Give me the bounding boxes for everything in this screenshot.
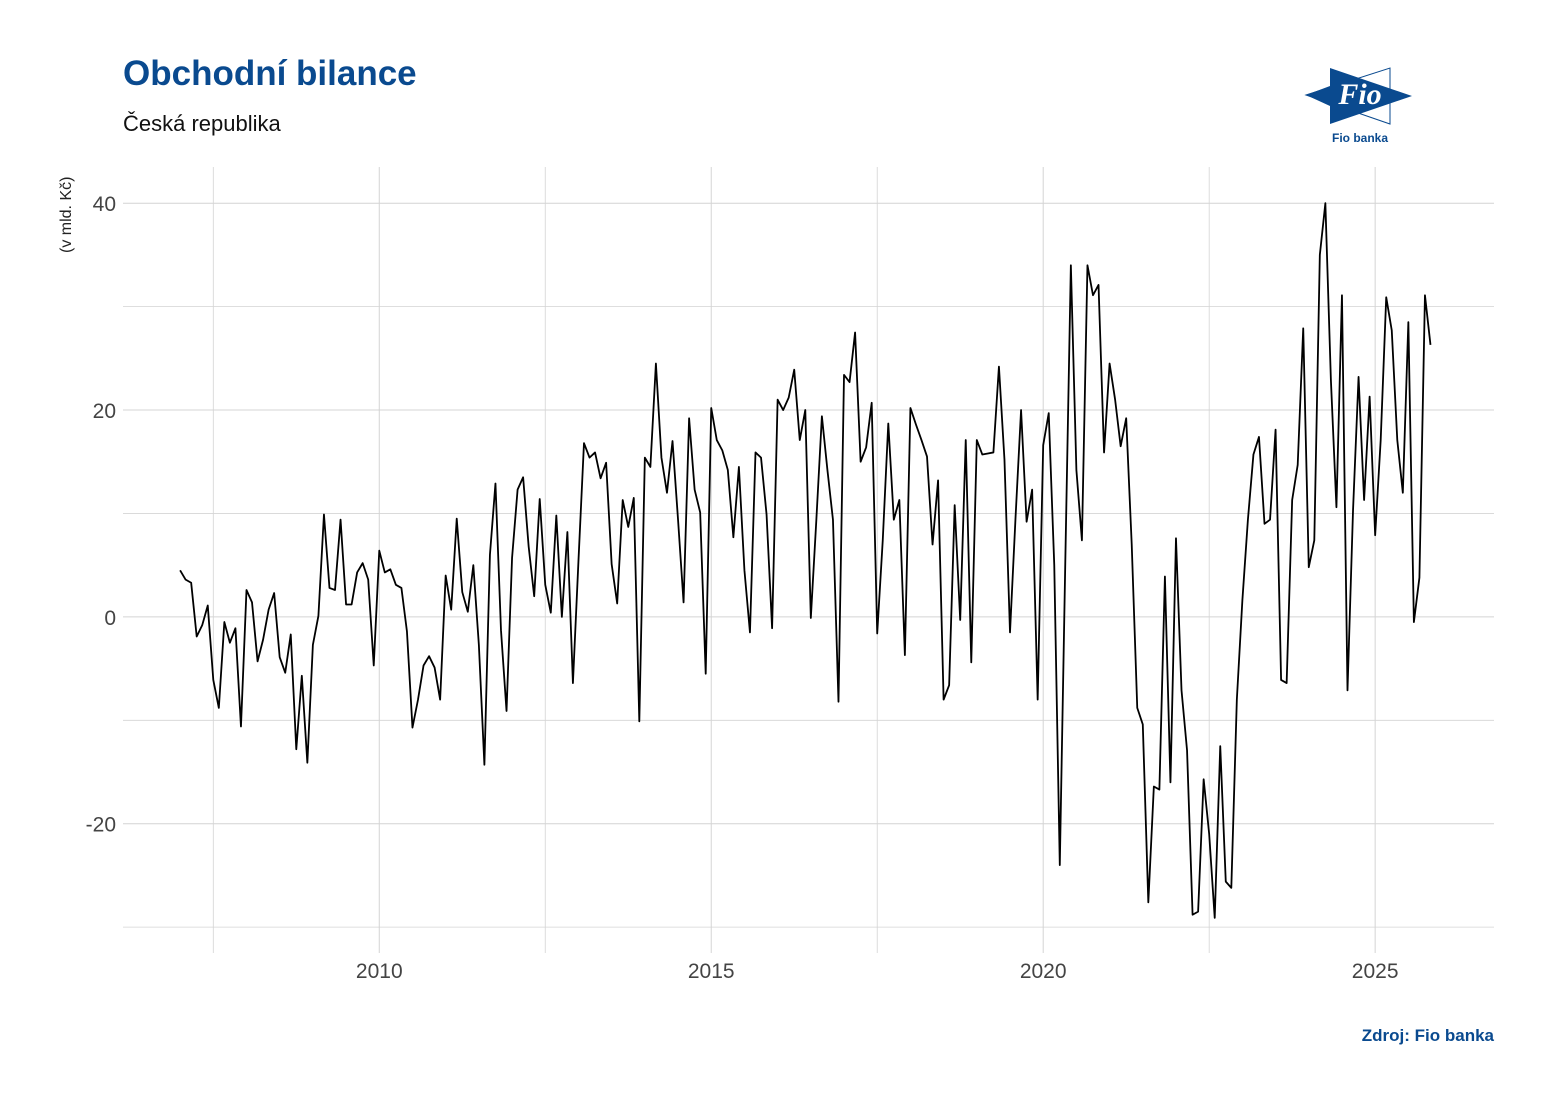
x-tick-label: 2025 xyxy=(1352,960,1399,983)
chart-subtitle: Česká republika xyxy=(123,111,281,136)
y-tick-label: 40 xyxy=(93,193,116,216)
source-note: Zdroj: Fio banka xyxy=(1361,1026,1494,1045)
series-line xyxy=(179,202,1432,919)
fio-logo: Fio Fio banka xyxy=(1304,67,1412,145)
x-tick-label: 2020 xyxy=(1020,960,1067,983)
chart-title: Obchodní bilance xyxy=(123,54,417,93)
y-tick-label: 0 xyxy=(104,607,116,630)
y-tick-label: -20 xyxy=(86,814,116,837)
y-axis-label: (v mld. Kč) xyxy=(58,176,75,253)
x-tick-label: 2010 xyxy=(356,960,403,983)
logo-caption: Fio banka xyxy=(1332,131,1388,145)
y-tick-label: 20 xyxy=(93,400,116,423)
logo-text: Fio xyxy=(1337,78,1381,111)
x-tick-label: 2015 xyxy=(688,960,735,983)
